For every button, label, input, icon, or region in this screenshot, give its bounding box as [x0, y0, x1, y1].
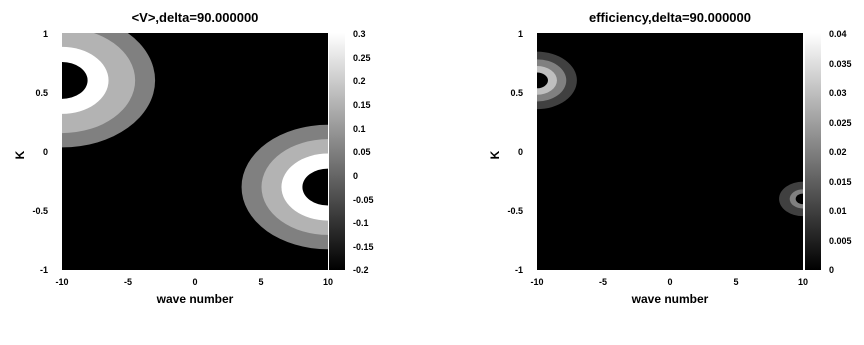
heatmap-efficiency [537, 51, 803, 217]
cbar-tick-v-1: 0.3 [353, 29, 366, 39]
panel-v: <V>,delta=90.000000 -10 -5 0 5 10 1 0.5 … [13, 10, 374, 306]
y-tick-v-2: 0.5 [35, 88, 48, 98]
y-tick-efficiency-1: 1 [518, 29, 523, 39]
x-axis-label-efficiency: wave number [631, 292, 709, 306]
chart-title-v: <V>,delta=90.000000 [132, 10, 259, 25]
colorbar-v [329, 33, 345, 270]
cbar-tick-v-2: 0.25 [353, 53, 371, 63]
x-ticks-v: -10 -5 0 5 10 [55, 277, 333, 287]
cbar-tick-v-7: 0 [353, 171, 358, 181]
chart-title-efficiency: efficiency,delta=90.000000 [589, 10, 751, 25]
cbar-tick-efficiency-8: 0.005 [829, 236, 852, 246]
y-ticks-efficiency: 1 0.5 0 -0.5 -1 [507, 29, 523, 275]
x-tick-efficiency-4: 5 [733, 277, 738, 287]
cbar-tick-v-11: -0.2 [353, 265, 369, 275]
cbar-tick-efficiency-1: 0.04 [829, 29, 847, 39]
cbar-tick-v-9: -0.1 [353, 218, 369, 228]
cbar-tick-v-3: 0.2 [353, 76, 366, 86]
x-tick-efficiency-5: 10 [798, 277, 808, 287]
cbar-tick-v-4: 0.15 [353, 100, 371, 110]
cbar-tick-efficiency-3: 0.03 [829, 88, 847, 98]
heat-core-0-1 [302, 168, 328, 206]
x-ticks-efficiency: -10 -5 0 5 10 [530, 277, 808, 287]
cbar-tick-v-6: 0.05 [353, 147, 371, 157]
colorbar-ticks-efficiency: 0.04 0.035 0.03 0.025 0.02 0.015 0.01 0.… [829, 29, 852, 275]
heatmap-v [62, 33, 328, 250]
y-tick-v-3: 0 [43, 147, 48, 157]
y-ticks-v: 1 0.5 0 -0.5 -1 [32, 29, 48, 275]
plot-area-efficiency [537, 33, 803, 270]
y-tick-efficiency-3: 0 [518, 147, 523, 157]
cbar-tick-v-8: -0.05 [353, 195, 374, 205]
y-axis-label-efficiency: K [488, 150, 502, 159]
cbar-tick-v-5: 0.1 [353, 124, 366, 134]
y-axis-label-v: K [13, 150, 27, 159]
x-tick-v-3: 0 [192, 277, 197, 287]
y-tick-v-4: -0.5 [32, 206, 48, 216]
x-tick-efficiency-3: 0 [667, 277, 672, 287]
x-tick-v-2: -5 [124, 277, 132, 287]
colorbar-efficiency [805, 33, 821, 270]
y-tick-efficiency-4: -0.5 [507, 206, 523, 216]
x-tick-efficiency-1: -10 [530, 277, 543, 287]
y-tick-v-5: -1 [40, 265, 48, 275]
x-axis-label-v: wave number [156, 292, 234, 306]
y-tick-v-1: 1 [43, 29, 48, 39]
x-tick-v-5: 10 [323, 277, 333, 287]
colorbar-ticks-v: 0.3 0.25 0.2 0.15 0.1 0.05 0 -0.05 -0.1 … [353, 29, 374, 275]
x-tick-efficiency-2: -5 [599, 277, 607, 287]
y-tick-efficiency-5: -1 [515, 265, 523, 275]
heat-core-1-0 [537, 72, 548, 89]
x-tick-v-4: 5 [258, 277, 263, 287]
heat-core-1-1 [795, 193, 803, 205]
cbar-tick-efficiency-5: 0.02 [829, 147, 847, 157]
cbar-tick-efficiency-2: 0.035 [829, 59, 852, 69]
cbar-tick-efficiency-9: 0 [829, 265, 834, 275]
cbar-tick-v-10: -0.15 [353, 242, 374, 252]
y-tick-efficiency-2: 0.5 [510, 88, 523, 98]
cbar-tick-efficiency-6: 0.015 [829, 177, 852, 187]
heat-core-0-0 [62, 61, 88, 99]
cbar-tick-efficiency-7: 0.01 [829, 206, 847, 216]
panel-efficiency: efficiency,delta=90.000000 -10 -5 0 5 10… [488, 10, 852, 306]
x-tick-v-1: -10 [55, 277, 68, 287]
cbar-tick-efficiency-4: 0.025 [829, 118, 852, 128]
